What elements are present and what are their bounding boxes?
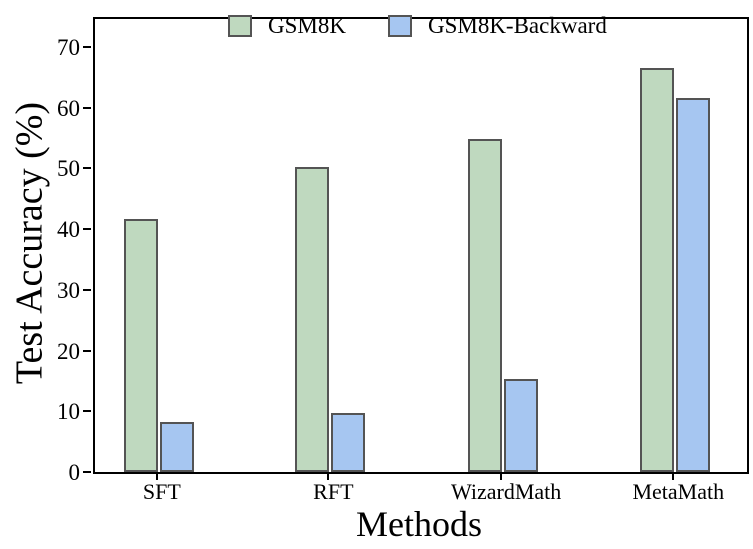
bar-gsm8k-rft bbox=[295, 166, 330, 472]
x-tick-label-sft: SFT bbox=[142, 479, 181, 504]
bar-gsm8k-metamath bbox=[640, 68, 675, 472]
bar-gsm8k-backward-rft bbox=[331, 413, 366, 472]
y-tick-mark-50 bbox=[83, 167, 91, 170]
y-tick-label-50: 50 bbox=[57, 156, 80, 182]
y-tick-mark-60 bbox=[83, 106, 91, 109]
y-tick-label-40: 40 bbox=[57, 217, 80, 243]
x-tick-mark-wizardmath bbox=[500, 472, 503, 480]
y-tick-mark-70 bbox=[83, 45, 91, 48]
y-tick-mark-40 bbox=[83, 228, 91, 231]
plot-area bbox=[93, 17, 749, 474]
x-axis-label: Methods bbox=[356, 504, 482, 544]
x-tick-label-rft: RFT bbox=[313, 479, 354, 504]
legend-label-gsm8k-backward: GSM8K-Backward bbox=[427, 13, 607, 38]
bar-gsm8k-backward-metamath bbox=[676, 97, 711, 472]
legend-item-gsm8k-backward: GSM8K-Backward bbox=[387, 13, 649, 39]
bar-gsm8k-sft bbox=[123, 219, 158, 472]
y-tick-mark-30 bbox=[83, 288, 91, 291]
bar-gsm8k-wizardmath bbox=[468, 138, 503, 472]
x-tick-mark-metamath bbox=[672, 472, 675, 480]
y-tick-label-20: 20 bbox=[57, 338, 80, 364]
y-tick-mark-10 bbox=[83, 410, 91, 413]
legend-item-gsm8k: GSM8K bbox=[228, 13, 388, 39]
y-tick-label-0: 0 bbox=[68, 460, 81, 485]
x-tick-mark-rft bbox=[327, 472, 330, 480]
legend-swatch-gsm8k-backward bbox=[387, 15, 412, 37]
legend-label-gsm8k: GSM8K bbox=[268, 13, 346, 38]
y-tick-mark-20 bbox=[83, 349, 91, 352]
x-tick-label-metamath: MetaMath bbox=[632, 479, 725, 504]
y-tick-label-10: 10 bbox=[57, 399, 80, 425]
x-tick-label-wizardmath: WizardMath bbox=[450, 479, 562, 504]
bar-gsm8k-backward-sft bbox=[159, 422, 194, 472]
bar-gsm8k-backward-wizardmath bbox=[504, 379, 539, 472]
y-tick-label-30: 30 bbox=[57, 277, 80, 303]
y-tick-label-70: 70 bbox=[57, 34, 80, 60]
legend: GSM8K GSM8K-Backward bbox=[228, 13, 649, 39]
y-tick-label-60: 60 bbox=[57, 95, 80, 121]
legend-swatch-gsm8k bbox=[228, 15, 252, 37]
y-tick-mark-0 bbox=[83, 471, 91, 473]
x-tick-mark-sft bbox=[155, 472, 158, 480]
